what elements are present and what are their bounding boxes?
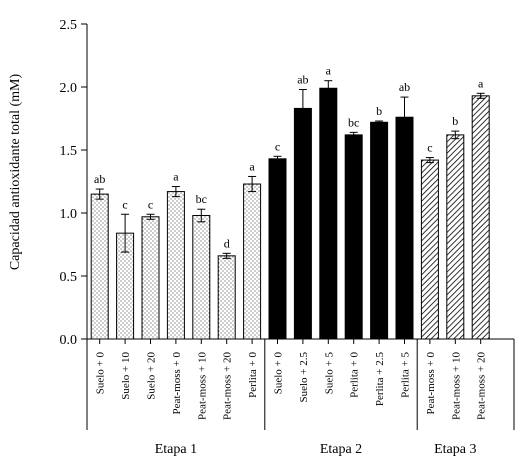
x-category-label: Peat-moss + 20	[222, 352, 234, 420]
bar	[166, 191, 185, 340]
x-category-label: Perlita + 5	[400, 352, 412, 398]
significance-label: c	[148, 197, 153, 211]
y-tick-label: 2.5	[60, 18, 78, 33]
significance-label: a	[478, 76, 484, 90]
bar	[217, 255, 236, 340]
significance-label: a	[173, 170, 179, 184]
y-tick-label: 1.5	[60, 144, 78, 159]
bar	[370, 121, 389, 340]
x-category-label: Suelo + 20	[146, 352, 158, 400]
significance-label: bc	[196, 192, 207, 206]
y-tick-label: 1.0	[60, 207, 78, 222]
y-tick-label: 2.0	[60, 81, 78, 96]
bar	[319, 87, 338, 340]
bar	[344, 134, 363, 340]
y-axis-title: Capacidad antioxidante total (mM)	[8, 73, 23, 270]
x-category-label: Perlita + 0	[349, 352, 361, 398]
significance-label: c	[122, 197, 127, 211]
bar	[90, 193, 109, 340]
bar	[141, 216, 160, 340]
significance-label: c	[427, 141, 432, 155]
significance-label: a	[249, 159, 255, 173]
bar	[471, 95, 490, 340]
x-category-label: Suelo + 0	[95, 352, 107, 395]
group-label: Etapa 3	[434, 442, 476, 457]
significance-label: bc	[348, 115, 359, 129]
x-category-label: Perlita + 2.5	[374, 352, 386, 407]
x-category-label: Peat-moss + 0	[171, 352, 183, 415]
significance-label: d	[224, 236, 230, 250]
y-axis: 0.0 0.5 1.0 1.5 2.0 2.5	[60, 18, 88, 348]
x-category-label: Peat-moss + 20	[476, 352, 488, 420]
bar	[243, 183, 262, 340]
bar	[293, 107, 312, 340]
bar	[192, 215, 211, 340]
x-category-label: Peat-moss + 0	[425, 352, 437, 415]
group-label: Etapa 1	[155, 442, 197, 457]
x-category-label: Suelo + 2.5	[298, 352, 310, 403]
significance-label: c	[275, 139, 280, 153]
x-category-label: Suelo + 5	[323, 352, 335, 395]
x-category-label: Peat-moss + 10	[196, 352, 208, 420]
y-tick-label: 0.0	[60, 333, 78, 348]
group-label: Etapa 2	[320, 442, 362, 457]
bar	[446, 134, 465, 340]
x-category-label: Perlita + 0	[247, 352, 259, 398]
significance-label: ab	[94, 172, 105, 186]
significance-label: ab	[399, 80, 410, 94]
significance-label: a	[326, 64, 332, 78]
significance-label: b	[376, 104, 382, 118]
bar	[395, 116, 414, 340]
x-category-label: Peat-moss + 10	[450, 352, 462, 420]
x-axis: Suelo + 0 Suelo + 10 Suelo + 20 Peat-moss +…	[86, 338, 515, 457]
x-category-label: Suelo + 10	[120, 352, 132, 400]
x-category-label: Suelo + 0	[273, 352, 285, 395]
bar	[268, 158, 287, 340]
significance-label: ab	[297, 73, 308, 87]
bar	[420, 159, 439, 340]
y-tick-label: 0.5	[60, 270, 78, 285]
significance-label: b	[452, 114, 458, 128]
